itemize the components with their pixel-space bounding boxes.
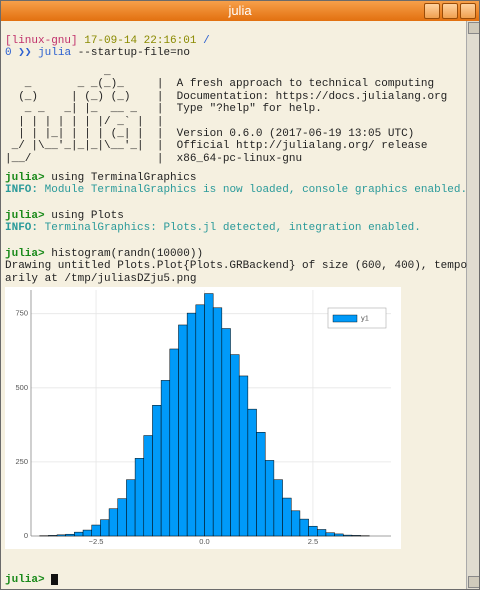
bar xyxy=(48,535,58,537)
bar xyxy=(108,508,118,537)
info-tag: INFO: xyxy=(5,184,39,197)
prompt: julia> xyxy=(5,248,45,260)
bar xyxy=(282,497,292,537)
args: --startup-file=no xyxy=(77,47,190,59)
bar xyxy=(238,375,249,537)
bar xyxy=(126,479,136,537)
prompt: julia> xyxy=(5,210,45,222)
bar xyxy=(74,531,84,537)
bar xyxy=(169,348,179,537)
prompt-line: [linux-gnu] 17-09-14 22:16:01 / xyxy=(5,35,210,47)
y-tick-label: 500 xyxy=(15,383,28,392)
input-line: julia> histogram(randn(10000)) xyxy=(5,248,203,260)
info-line: INFO: Module TerminalGraphics is now loa… xyxy=(5,184,467,196)
input-line: julia> using Plots xyxy=(5,210,124,222)
bar xyxy=(160,380,171,537)
banner-line: _/ |\__'_|_|_|\__'_| | Official http://j… xyxy=(5,140,428,153)
status: 0 xyxy=(5,47,12,59)
bar xyxy=(65,533,75,537)
bar xyxy=(56,534,66,537)
bar xyxy=(195,304,205,537)
bar xyxy=(117,498,127,537)
bar xyxy=(334,533,344,537)
banner-line: (_) | (_) (_) | Documentation: https://d… xyxy=(5,90,448,103)
banner-line: | | | | | | |/ _` | | xyxy=(5,115,164,128)
scroll-up[interactable] xyxy=(468,22,479,34)
legend-swatch xyxy=(332,314,358,323)
bar xyxy=(264,460,275,537)
bar xyxy=(100,519,110,537)
y-tick-label: 0 xyxy=(24,531,28,540)
bar xyxy=(273,479,283,537)
cursor xyxy=(51,574,58,585)
banner-line: _ _ _(_)_ | A fresh approach to technica… xyxy=(5,78,435,91)
info-line: INFO: TerminalGraphics: Plots.jl detecte… xyxy=(5,222,421,234)
input-line: julia> using TerminalGraphics xyxy=(5,172,196,184)
scroll-down[interactable] xyxy=(468,576,479,588)
close-button[interactable] xyxy=(460,3,476,19)
prompt: julia> xyxy=(5,172,45,184)
bar xyxy=(178,324,188,537)
bar xyxy=(317,529,327,537)
scrollbar[interactable] xyxy=(466,21,479,589)
bar xyxy=(204,293,214,537)
bar xyxy=(221,328,231,537)
banner-line: |__/ | x86_64-pc-linux-gnu xyxy=(5,152,303,165)
bar xyxy=(82,529,92,537)
bar xyxy=(186,312,197,537)
input: using Plots xyxy=(51,210,124,222)
output-line: arily at /tmp/juliasDZju5.png xyxy=(5,272,197,285)
path: / xyxy=(203,35,210,47)
info-text: TerminalGraphics: Plots.jl detected, int… xyxy=(44,222,421,235)
x-tick-label: −2.5 xyxy=(89,537,104,546)
x-tick-label: 2.5 xyxy=(308,537,318,546)
y-tick-label: 750 xyxy=(15,309,28,318)
time: 17-09-14 22:16:01 xyxy=(84,35,197,47)
bar xyxy=(230,354,240,537)
prompt: julia> xyxy=(5,574,45,586)
bar xyxy=(325,532,335,537)
info-tag: INFO: xyxy=(5,222,39,235)
input: histogram(randn(10000)) xyxy=(51,248,204,260)
host: [linux-gnu] xyxy=(5,35,78,47)
input: using TerminalGraphics xyxy=(51,172,197,184)
chart: 0 250 500 750 −2.5 0.0 2.5 y1 xyxy=(15,290,391,546)
command-line: 0 ❯❯ julia --startup-file=no xyxy=(5,47,190,59)
bar xyxy=(256,432,266,537)
final-prompt-line: julia> xyxy=(5,574,51,586)
bar xyxy=(343,534,353,537)
x-tick-label: 0.0 xyxy=(199,537,209,546)
maximize-button[interactable] xyxy=(442,3,458,19)
bar xyxy=(91,524,101,537)
legend-label: y1 xyxy=(361,313,369,322)
title-bar: julia xyxy=(1,1,479,21)
y-tick-label: 250 xyxy=(15,457,28,466)
bar xyxy=(308,525,318,537)
bar xyxy=(152,405,162,537)
arrows: ❯❯ xyxy=(18,47,32,59)
bar xyxy=(299,518,309,537)
bar xyxy=(134,458,145,537)
output-line: Drawing untitled Plots.Plot{Plots.GRBack… xyxy=(5,260,468,273)
info-text: Module TerminalGraphics is now loaded, c… xyxy=(44,184,468,197)
banner-line: | | |_| | | | (_| | | Version 0.6.0 (201… xyxy=(5,128,415,140)
plot-image: 0 250 500 750 −2.5 0.0 2.5 y1 xyxy=(5,287,401,549)
bar xyxy=(351,535,361,537)
window-title: julia xyxy=(228,3,252,18)
bar xyxy=(143,435,153,537)
banner-line: _ xyxy=(5,66,111,78)
banner-line: _ _ _| |_ __ _ | Type "?help" for help. xyxy=(5,103,322,116)
program: julia xyxy=(38,47,72,59)
bar xyxy=(212,307,223,537)
minimize-button[interactable] xyxy=(424,3,440,19)
bar xyxy=(290,510,301,537)
bar xyxy=(247,408,257,537)
